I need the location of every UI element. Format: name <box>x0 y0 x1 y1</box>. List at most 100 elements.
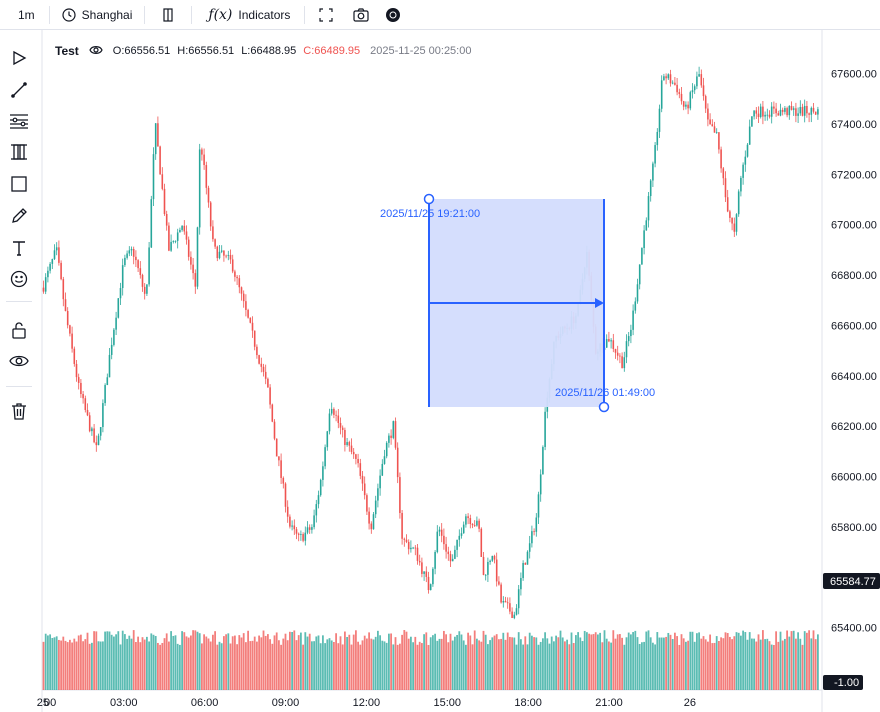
candle-body <box>260 363 263 367</box>
trendline-tool-button[interactable] <box>7 80 31 104</box>
candle-body <box>350 445 353 452</box>
rectangle-icon <box>10 175 28 198</box>
volume-bar <box>119 644 122 690</box>
volume-bar <box>170 631 172 690</box>
candle-body <box>709 119 711 125</box>
hide-drawings-button[interactable] <box>7 351 31 375</box>
volume-bar <box>251 640 254 690</box>
candle-body <box>489 560 491 562</box>
volume-bar <box>458 631 461 690</box>
candle-body <box>693 86 696 91</box>
volume-bar <box>715 636 718 690</box>
candle-body <box>786 108 788 116</box>
indicators-button[interactable]: ƒ(x) Indicators <box>194 0 302 30</box>
volume-bar <box>586 632 588 690</box>
candle-body <box>196 227 199 287</box>
volume-bar <box>742 630 744 690</box>
volume-bar <box>473 630 476 690</box>
lock-drawings-button[interactable] <box>7 320 31 344</box>
volume-bar <box>559 630 562 690</box>
volume-bar <box>625 637 628 690</box>
theme-button[interactable] <box>377 0 409 30</box>
volume-bar <box>390 633 392 690</box>
cursor-tool-button[interactable] <box>7 48 31 72</box>
candle-body <box>784 108 786 112</box>
candle-body <box>271 404 274 422</box>
candle-body <box>713 126 716 133</box>
volume-bar <box>295 640 298 690</box>
candle-body <box>146 284 148 294</box>
emoji-tool-button[interactable] <box>7 269 31 293</box>
candle-body <box>506 602 509 604</box>
candle-body <box>236 276 238 279</box>
volume-bar <box>456 634 458 690</box>
candle-body <box>469 518 472 525</box>
candle-body <box>484 574 487 576</box>
chart-type-button[interactable] <box>147 0 189 30</box>
volume-bar <box>438 638 441 690</box>
volume-bar <box>799 638 802 690</box>
volume-bar <box>396 644 399 690</box>
volume-bar <box>198 633 201 690</box>
candle-body <box>238 278 241 288</box>
candle-body <box>742 164 744 178</box>
date-range-start-handle[interactable] <box>423 193 435 205</box>
volume-bar <box>348 634 351 690</box>
candle-body <box>64 299 67 311</box>
brush-tool-button[interactable] <box>7 206 31 230</box>
volume-bar <box>476 638 478 690</box>
volume-bar <box>64 640 67 690</box>
volume-bar <box>608 641 610 690</box>
legend-eye-icon[interactable] <box>89 45 103 58</box>
remove-drawings-button[interactable] <box>7 401 31 425</box>
volume-bar <box>691 631 694 690</box>
volume-bar <box>561 637 564 690</box>
candle-body <box>720 149 722 169</box>
fib-tool-button[interactable] <box>7 111 31 135</box>
volume-bar <box>117 631 120 690</box>
volume-bar <box>663 637 665 690</box>
date-range-drawing[interactable]: 2025/11/25 19:21:00 2025/11/26 01:49:00 <box>380 193 655 413</box>
volume-bar <box>126 638 128 690</box>
volume-bar <box>509 636 511 690</box>
volume-bar <box>795 638 797 690</box>
pattern-tool-button[interactable] <box>7 142 31 166</box>
candle-body <box>66 310 69 326</box>
volume-bar <box>297 635 300 690</box>
fullscreen-button[interactable] <box>307 0 345 30</box>
volume-bar <box>179 644 181 690</box>
candle-body <box>170 241 172 251</box>
candle-body <box>205 165 208 188</box>
interval-button[interactable]: 1m <box>0 0 47 30</box>
volume-bar <box>605 638 608 690</box>
volume-bar <box>269 639 271 690</box>
candle-body <box>610 340 612 342</box>
volume-bar <box>421 643 423 690</box>
volume-bar <box>634 630 637 690</box>
candle-body <box>212 226 214 240</box>
volume-bar <box>643 641 645 690</box>
candle-body <box>735 214 738 232</box>
candle-body <box>168 225 170 251</box>
volume-bar <box>282 638 285 690</box>
volume-bar <box>137 636 139 690</box>
date-range-end-handle[interactable] <box>598 401 610 413</box>
rectangle-tool-button[interactable] <box>7 174 31 198</box>
text-tool-button[interactable] <box>7 238 31 262</box>
volume-bar <box>797 632 799 690</box>
volume-bar <box>522 644 524 690</box>
screenshot-button[interactable] <box>345 0 377 30</box>
timezone-button[interactable]: Shanghai <box>52 0 143 30</box>
candle-body <box>95 442 98 446</box>
camera-icon <box>353 7 370 22</box>
volume-bar <box>214 631 216 690</box>
volume-bar <box>60 640 62 690</box>
volume-bar <box>700 638 703 690</box>
candle-body <box>225 255 227 257</box>
candle-body <box>803 105 806 116</box>
candle-body <box>689 92 692 109</box>
time-tick-label: 03:00 <box>110 697 138 709</box>
candle-body <box>478 520 480 529</box>
volume-bar <box>185 636 188 690</box>
